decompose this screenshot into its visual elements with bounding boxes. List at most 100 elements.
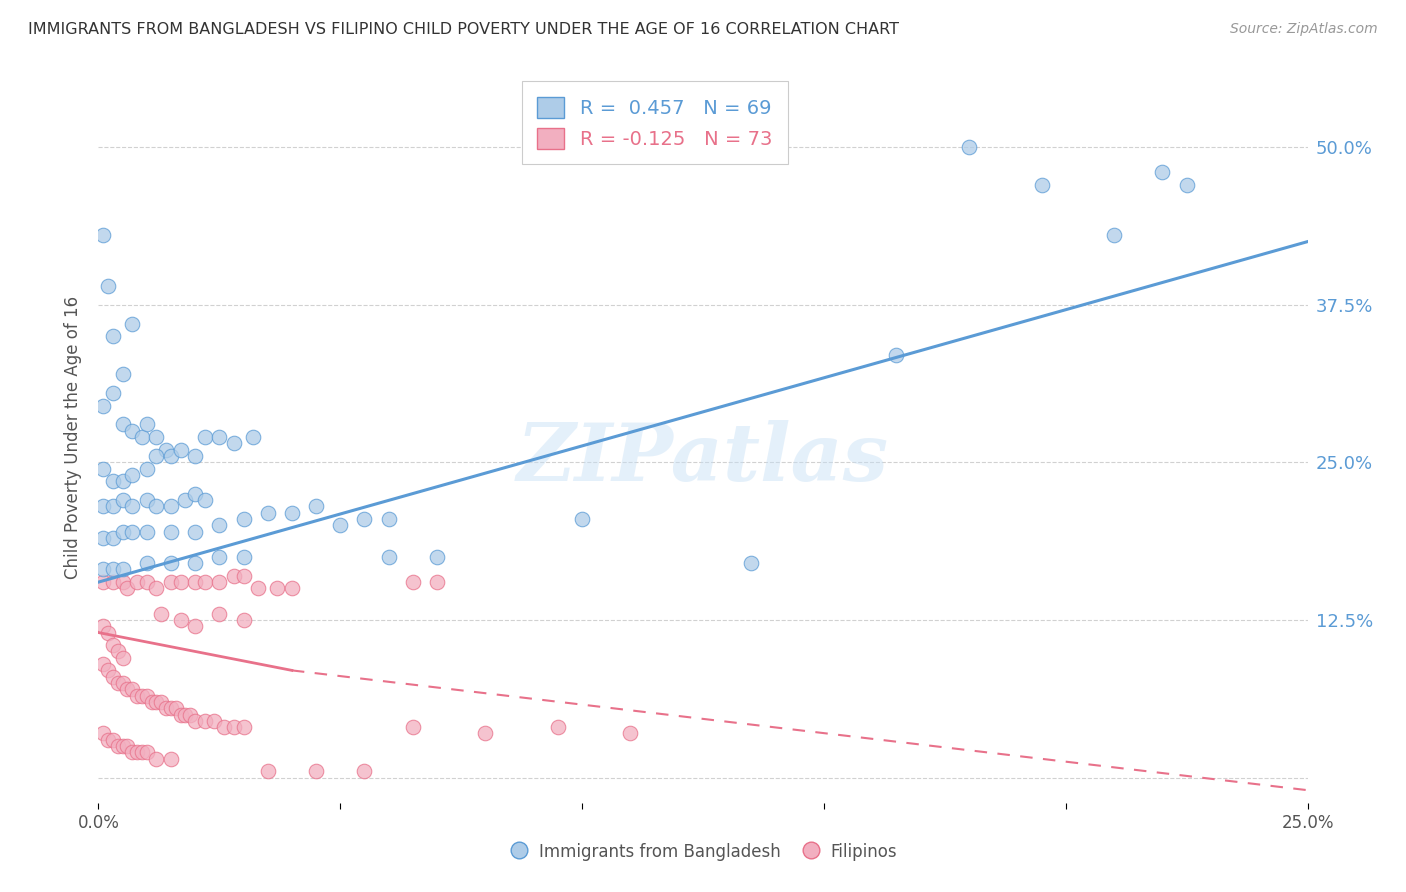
- Point: [571, 512, 593, 526]
- Text: Source: ZipAtlas.com: Source: ZipAtlas.com: [1230, 22, 1378, 37]
- Point: [145, 695, 167, 709]
- Point: [208, 575, 231, 590]
- Point: [97, 732, 120, 747]
- Point: [256, 506, 278, 520]
- Point: [135, 461, 157, 475]
- Point: [740, 556, 762, 570]
- Point: [547, 720, 569, 734]
- Point: [101, 531, 124, 545]
- Point: [117, 582, 139, 596]
- Point: [91, 228, 114, 243]
- Point: [165, 701, 187, 715]
- Point: [169, 613, 191, 627]
- Legend: Immigrants from Bangladesh, Filipinos: Immigrants from Bangladesh, Filipinos: [502, 836, 904, 868]
- Point: [91, 399, 114, 413]
- Point: [266, 582, 288, 596]
- Y-axis label: Child Poverty Under the Age of 16: Child Poverty Under the Age of 16: [65, 295, 83, 579]
- Point: [101, 386, 124, 401]
- Point: [1031, 178, 1053, 192]
- Point: [329, 518, 352, 533]
- Point: [131, 689, 153, 703]
- Point: [184, 556, 207, 570]
- Point: [232, 512, 254, 526]
- Point: [111, 417, 134, 432]
- Point: [281, 506, 304, 520]
- Point: [121, 682, 143, 697]
- Point: [184, 714, 207, 728]
- Point: [101, 562, 124, 576]
- Point: [97, 278, 120, 293]
- Point: [107, 676, 129, 690]
- Point: [111, 739, 134, 753]
- Point: [155, 442, 177, 457]
- Point: [169, 442, 191, 457]
- Point: [91, 562, 114, 576]
- Point: [160, 575, 183, 590]
- Point: [150, 695, 173, 709]
- Point: [145, 430, 167, 444]
- Point: [135, 745, 157, 759]
- Point: [160, 500, 183, 514]
- Point: [184, 575, 207, 590]
- Point: [107, 739, 129, 753]
- Point: [131, 430, 153, 444]
- Point: [111, 650, 134, 665]
- Point: [121, 424, 143, 438]
- Point: [117, 739, 139, 753]
- Point: [474, 726, 496, 740]
- Point: [194, 575, 217, 590]
- Point: [212, 720, 235, 734]
- Point: [184, 619, 207, 633]
- Point: [121, 745, 143, 759]
- Point: [111, 562, 134, 576]
- Point: [194, 430, 217, 444]
- Point: [957, 140, 980, 154]
- Point: [194, 493, 217, 508]
- Point: [305, 500, 328, 514]
- Point: [135, 417, 157, 432]
- Point: [169, 575, 191, 590]
- Point: [101, 732, 124, 747]
- Point: [141, 695, 163, 709]
- Point: [135, 493, 157, 508]
- Point: [208, 549, 231, 564]
- Point: [208, 518, 231, 533]
- Point: [353, 764, 375, 779]
- Point: [127, 689, 149, 703]
- Point: [135, 524, 157, 539]
- Point: [111, 676, 134, 690]
- Point: [101, 638, 124, 652]
- Point: [426, 549, 449, 564]
- Point: [101, 575, 124, 590]
- Point: [117, 682, 139, 697]
- Point: [160, 449, 183, 463]
- Point: [150, 607, 173, 621]
- Point: [353, 512, 375, 526]
- Point: [135, 556, 157, 570]
- Point: [377, 512, 399, 526]
- Point: [101, 500, 124, 514]
- Point: [155, 701, 177, 715]
- Point: [242, 430, 264, 444]
- Point: [101, 329, 124, 343]
- Point: [160, 701, 183, 715]
- Point: [194, 714, 217, 728]
- Point: [135, 689, 157, 703]
- Point: [91, 619, 114, 633]
- Point: [184, 449, 207, 463]
- Point: [426, 575, 449, 590]
- Point: [127, 745, 149, 759]
- Point: [281, 582, 304, 596]
- Point: [232, 720, 254, 734]
- Point: [111, 524, 134, 539]
- Point: [145, 582, 167, 596]
- Point: [121, 317, 143, 331]
- Point: [160, 752, 183, 766]
- Point: [131, 745, 153, 759]
- Point: [232, 613, 254, 627]
- Point: [111, 367, 134, 381]
- Point: [135, 575, 157, 590]
- Point: [145, 449, 167, 463]
- Point: [101, 670, 124, 684]
- Point: [222, 720, 245, 734]
